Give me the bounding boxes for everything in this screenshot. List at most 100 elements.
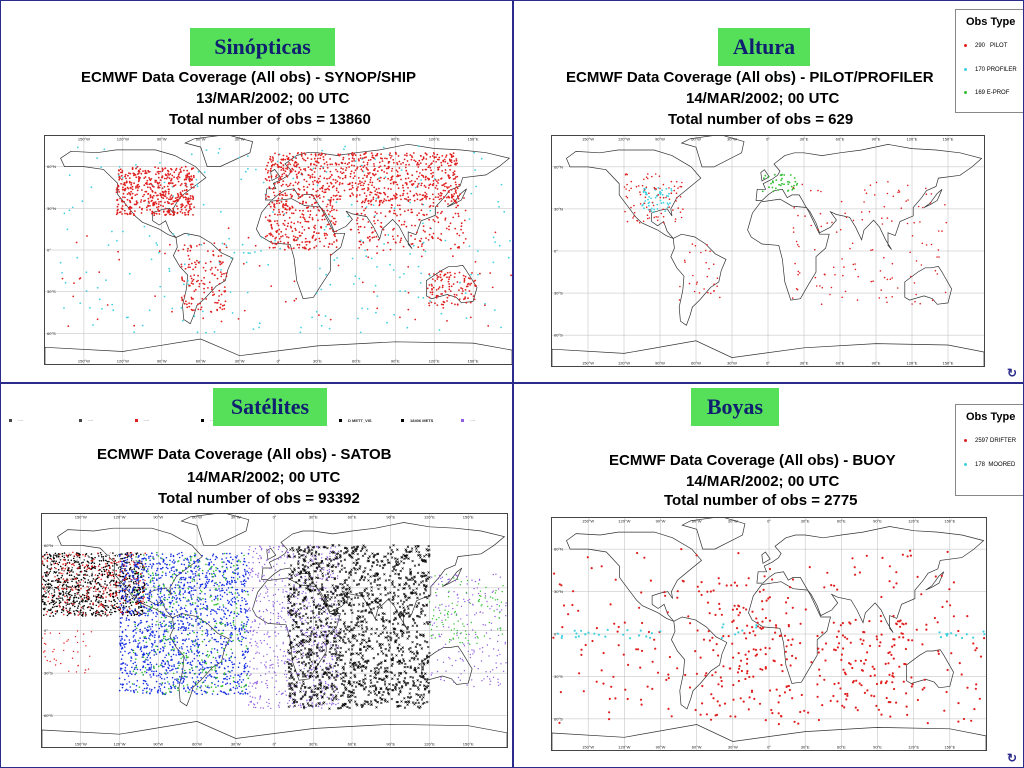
- obs-point: [669, 202, 671, 205]
- obs-point: [140, 621, 143, 624]
- obs-point: [354, 154, 357, 156]
- obs-point: [87, 560, 89, 563]
- obs-point: [649, 209, 651, 211]
- obs-point: [210, 568, 212, 570]
- obs-point: [84, 574, 86, 577]
- obs-point: [442, 189, 445, 192]
- lat-tick-label: 60°N: [44, 543, 53, 548]
- obs-point: [276, 220, 279, 222]
- obs-point: [452, 155, 455, 158]
- obs-point: [189, 178, 191, 181]
- obs-point: [295, 297, 298, 300]
- obs-point: [49, 557, 51, 560]
- obs-point: [196, 245, 198, 247]
- obs-point: [646, 214, 649, 216]
- obs-point: [63, 613, 65, 616]
- obs-point: [182, 629, 185, 632]
- obs-point: [159, 639, 161, 642]
- obs-point: [233, 579, 236, 582]
- obs-point: [74, 592, 76, 595]
- obs-point: [267, 263, 270, 266]
- lon-tick-label: 0°: [766, 137, 770, 142]
- obs-point: [120, 557, 122, 560]
- obs-point: [129, 670, 131, 673]
- coastline: [60, 149, 207, 238]
- obs-point: [72, 565, 75, 568]
- obs-point: [416, 231, 418, 234]
- obs-point: [205, 581, 208, 583]
- obs-point: [311, 218, 314, 221]
- obs-point: [82, 574, 85, 576]
- obs-point: [61, 608, 63, 611]
- obs-point: [879, 270, 882, 272]
- obs-point: [376, 266, 378, 268]
- obs-point: [142, 578, 144, 581]
- obs-point: [156, 182, 159, 185]
- obs-point: [216, 269, 219, 271]
- obs-point: [246, 291, 249, 294]
- obs-point: [684, 261, 686, 263]
- obs-point: [95, 614, 97, 617]
- obs-point: [333, 241, 335, 243]
- obs-point: [202, 310, 204, 313]
- obs-point: [365, 206, 368, 208]
- obs-point: [114, 600, 116, 603]
- obs-point: [169, 559, 171, 562]
- obs-point: [403, 273, 405, 275]
- obs-point: [347, 215, 350, 218]
- obs-point: [53, 573, 56, 575]
- obs-point: [150, 182, 152, 185]
- obs-point: [69, 615, 72, 617]
- coastline: [760, 169, 770, 182]
- obs-point: [95, 578, 98, 580]
- obs-point: [792, 227, 795, 229]
- obs-point: [86, 592, 89, 595]
- obs-point: [75, 241, 78, 244]
- obs-point: [179, 591, 181, 594]
- obs-point: [327, 246, 330, 248]
- obs-point: [913, 282, 916, 284]
- obs-point: [316, 189, 319, 192]
- obs-point: [74, 614, 76, 616]
- obs-point: [176, 196, 179, 199]
- obs-point: [151, 197, 154, 199]
- obs-point: [185, 176, 188, 179]
- obs-point: [207, 580, 210, 583]
- obs-point: [387, 187, 390, 190]
- obs-point: [693, 290, 696, 293]
- obs-point: [184, 639, 186, 642]
- obs-point: [58, 578, 60, 581]
- obs-point: [153, 203, 156, 206]
- obs-point: [203, 287, 205, 290]
- obs-point: [139, 579, 141, 582]
- obs-point: [329, 181, 332, 184]
- obs-point: [190, 208, 192, 211]
- obs-point: [491, 286, 494, 289]
- obs-point: [432, 182, 435, 185]
- obs-point: [282, 158, 285, 160]
- obs-point: [218, 655, 220, 657]
- obs-point: [181, 212, 184, 214]
- obs-point: [323, 245, 326, 247]
- obs-point: [394, 197, 397, 200]
- obs-point: [91, 610, 93, 612]
- obs-point: [382, 146, 385, 149]
- obs-point: [372, 156, 375, 159]
- obs-point: [422, 297, 425, 299]
- obs-point: [47, 556, 49, 559]
- obs-point: [127, 555, 129, 558]
- obs-point: [173, 562, 175, 564]
- obs-point: [65, 571, 67, 573]
- obs-point: [120, 171, 122, 174]
- obs-point: [407, 209, 410, 212]
- obs-point: [148, 235, 151, 237]
- obs-point: [161, 194, 164, 196]
- obs-point: [420, 184, 423, 187]
- obs-point: [339, 153, 342, 156]
- obs-point: [336, 180, 339, 183]
- obs-point: [45, 574, 47, 576]
- obs-point: [76, 573, 78, 575]
- obs-point: [388, 199, 391, 202]
- obs-point: [915, 260, 918, 262]
- obs-point: [479, 272, 481, 275]
